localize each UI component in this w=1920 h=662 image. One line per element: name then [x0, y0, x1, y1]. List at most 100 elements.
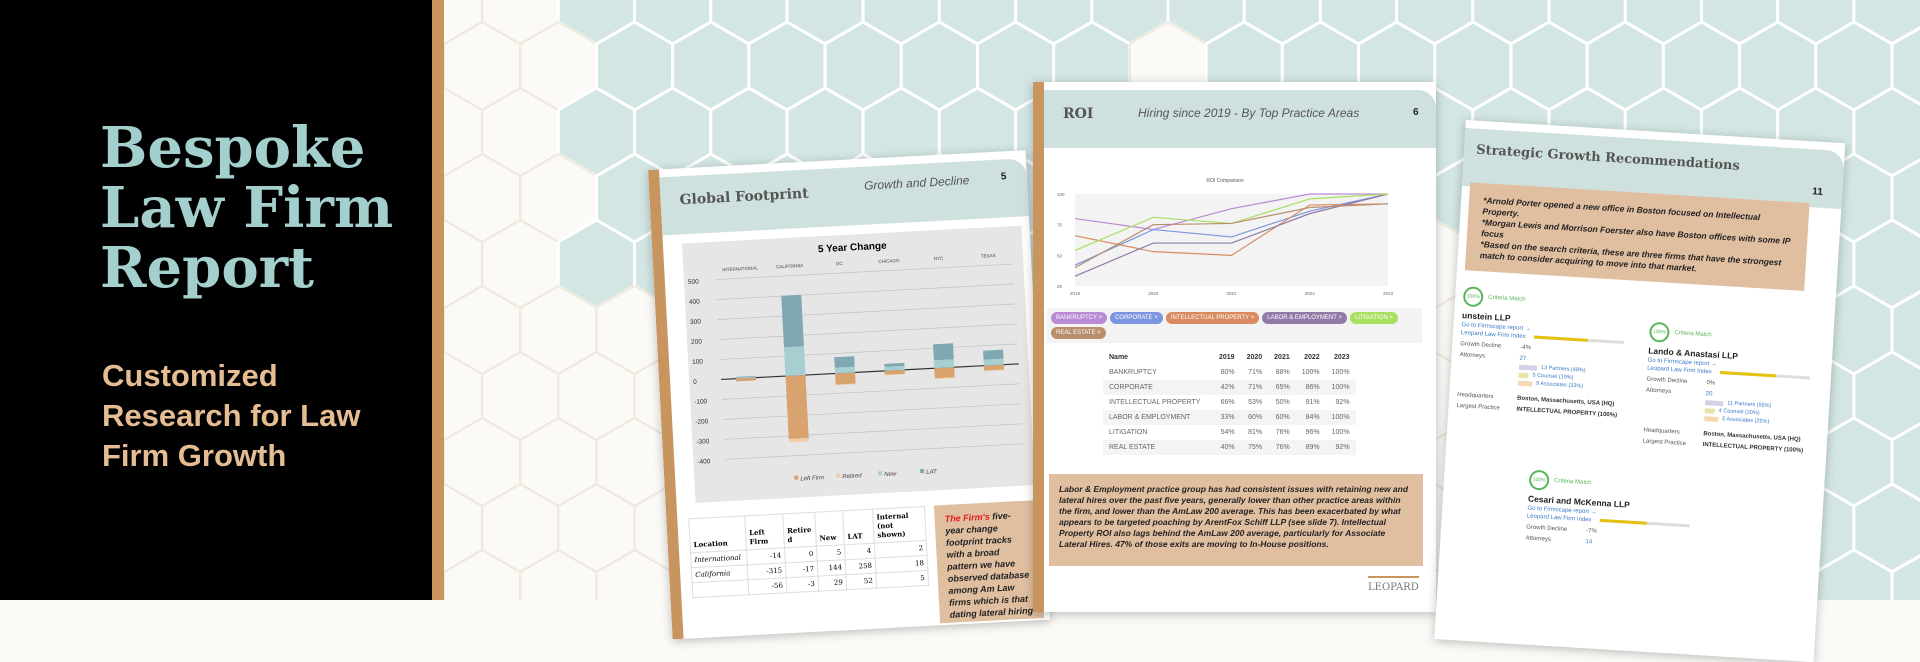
table-cell: REAL ESTATE	[1103, 440, 1213, 455]
y-tick-label: 500	[688, 278, 700, 286]
gridline	[717, 303, 1016, 320]
table-cell: 52	[845, 573, 877, 590]
column-header: Name	[1109, 354, 1129, 361]
gridline	[724, 423, 1022, 440]
column-header: 2019	[1219, 354, 1235, 361]
series-line-labor-employment	[1074, 193, 1389, 277]
hexagon	[1890, 554, 1920, 600]
growth-label: Growth Decline	[1460, 341, 1502, 350]
x-category-label: DC	[836, 261, 844, 266]
column-header: 2022	[1304, 354, 1320, 361]
gridline	[721, 363, 1019, 381]
index-label: Leopard Law Firm Index	[1526, 513, 1592, 524]
firm-card: 100% Criteria Match Lando & Anastasi LLP …	[1643, 321, 1820, 455]
firm-card: 100% Criteria Match Cesari and McKenna LL…	[1525, 469, 1699, 552]
practice-row: LABOR & EMPLOYMENT 33% 60% 60% 84% 100%	[1103, 410, 1356, 425]
x-category-label: CALIFORNIA	[776, 263, 803, 269]
bar-segment-left-firm	[934, 367, 955, 379]
report-page-strategic-growth: Strategic Growth Recommendations 11 *Arn…	[1434, 120, 1846, 662]
filter-chip[interactable]: LITIGATION ×	[1349, 312, 1399, 324]
page-subtitle: Hiring since 2019 - By Top Practice Area…	[1138, 106, 1360, 120]
hexagon	[444, 0, 484, 46]
filter-chip[interactable]: LABOR & EMPLOYMENT ×	[1262, 312, 1347, 324]
table-cell: 96%	[1305, 429, 1320, 436]
leopard-logo: LEOPARD	[1368, 576, 1419, 593]
x-tick-label: 2021	[1226, 291, 1237, 296]
hexagon	[444, 416, 522, 508]
gridline	[720, 343, 1018, 360]
y-tick-label: 300	[690, 318, 702, 326]
criteria-match-ring: 100%	[1528, 469, 1550, 491]
series-line-real-estate	[1074, 203, 1389, 269]
table-cell: 81%	[1248, 429, 1263, 436]
table-cell: 65%	[1268, 380, 1296, 395]
criteria-match-ring: 100%	[1462, 286, 1484, 308]
bar-segment-new	[735, 376, 756, 379]
bar-segment-retired	[788, 437, 809, 443]
bar-segment-lat	[933, 343, 954, 361]
table-cell: 53%	[1248, 399, 1263, 406]
bar-segment-lat	[884, 362, 905, 367]
table-cell: 88%	[1275, 369, 1290, 376]
filter-chip[interactable]: REAL ESTATE ×	[1051, 327, 1106, 339]
bar-segment-new	[983, 358, 1004, 366]
report-page-roi: ROI Hiring since 2019 - By Top Practice …	[1033, 82, 1436, 612]
table-cell: 100%	[1325, 410, 1356, 425]
table-cell: 75%	[1240, 440, 1269, 455]
roi-note: Labor & Employment practice group has ha…	[1049, 474, 1423, 566]
practice-row: INTELLECTUAL PROPERTY 66% 53% 50% 91% 92%	[1103, 395, 1356, 410]
series-line-corporate	[1074, 193, 1389, 266]
table-cell: LITIGATION	[1109, 429, 1148, 436]
legend-label: Left Firm	[800, 475, 824, 482]
y-tick-label: 50	[1057, 253, 1063, 258]
y-tick-label: 100	[692, 358, 704, 366]
hexagon	[1890, 158, 1920, 238]
column-header: LAT	[842, 509, 875, 545]
table-cell: 42%	[1213, 380, 1241, 395]
location-table: Location Left Firm Retired New LAT Internal (…	[688, 505, 930, 599]
x-tick-label: 2022	[1305, 291, 1316, 296]
table-cell: 60%	[1268, 410, 1296, 425]
attorneys-value: 20	[1705, 391, 1713, 398]
hq-label: Headquarters	[1643, 427, 1680, 436]
plot-area	[1075, 194, 1388, 286]
table-cell: 76%	[1275, 429, 1290, 436]
table-cell: INTELLECTUAL PROPERTY	[1109, 399, 1201, 406]
table-cell: 91%	[1305, 399, 1320, 406]
gridline	[723, 403, 1021, 420]
x-tick-label: 2023	[1383, 291, 1394, 296]
hexagon	[444, 20, 522, 112]
bar-segment-lat	[735, 375, 756, 378]
hexagon	[557, 350, 636, 442]
criteria-match-label: Criteria Match	[1553, 478, 1592, 487]
y-tick-label: -200	[695, 418, 709, 426]
bar-segment-new	[834, 366, 856, 374]
practice-row: BANKRUPTCY 80% 71% 88% 100% 100%	[1103, 365, 1356, 380]
filter-chip[interactable]: CORPORATE ×	[1110, 312, 1163, 324]
table-cell: 0	[784, 546, 818, 563]
largest-practice-value: INTELLECTUAL PROPERTY (100%)	[1702, 442, 1804, 455]
firm-card: 100% Criteria Match unstein LLP Go to Fir…	[1456, 286, 1633, 419]
x-category-label: TEXAS	[981, 253, 996, 259]
filter-chip[interactable]: INTELLECTUAL PROPERTY ×	[1165, 312, 1260, 324]
bar-segment-lat	[781, 294, 804, 348]
table-cell: 92%	[1325, 440, 1356, 455]
table-cell: 54%	[1220, 429, 1235, 436]
table-cell: 71%	[1248, 369, 1263, 376]
note-highlight: The Firm's	[944, 511, 991, 524]
practice-row: CORPORATE 42% 71% 65% 86% 100%	[1103, 380, 1356, 395]
hexagon	[1890, 422, 1920, 502]
table-cell: 84%	[1295, 410, 1326, 425]
x-category-label: INTERNATIONAL	[722, 265, 758, 272]
page-header	[1044, 90, 1436, 148]
criteria-match-label: Criteria Match	[1674, 330, 1712, 339]
table-cell: 40%	[1213, 440, 1241, 455]
page-title: ROI	[1063, 106, 1094, 122]
legend-swatch	[878, 471, 883, 476]
table-cell: 5	[875, 570, 929, 589]
filter-chip[interactable]: BANKRUPTCY ×	[1051, 312, 1108, 324]
attorneys-label: Attorneys	[1459, 352, 1486, 360]
table-cell: 5	[816, 544, 846, 562]
table-cell: 50%	[1275, 399, 1290, 406]
table-cell: 33%	[1213, 410, 1241, 425]
